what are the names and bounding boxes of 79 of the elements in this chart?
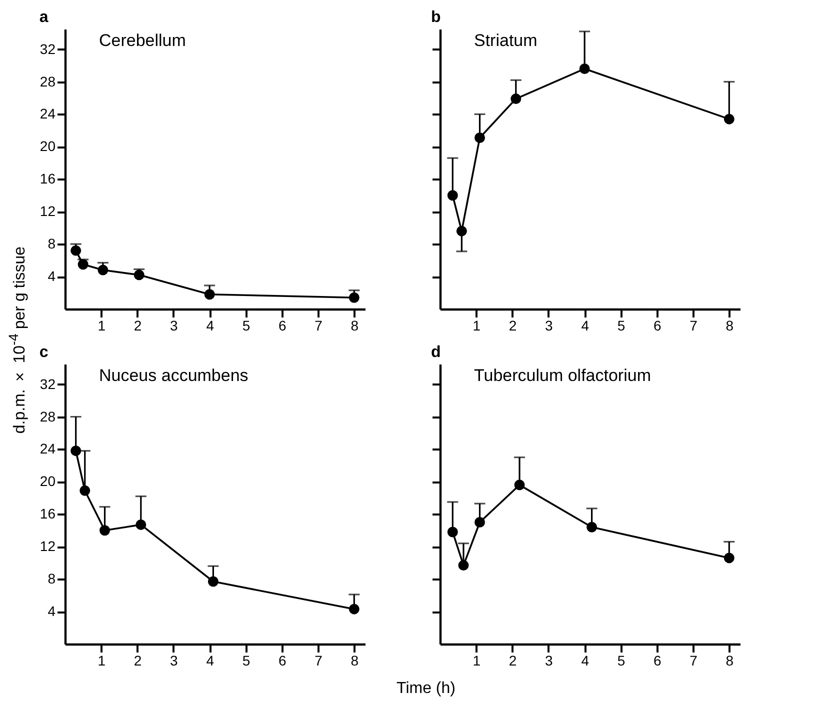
x-tick-label: 5 <box>242 652 250 668</box>
y-tick-label: 4 <box>48 268 56 284</box>
x-tick-label: 5 <box>617 318 626 334</box>
x-tick-label: 3 <box>545 652 554 668</box>
annotation: Striatum <box>474 31 538 50</box>
y-tick-label: 32 <box>40 376 56 392</box>
chart-title: b <box>431 9 441 26</box>
point <box>447 190 458 201</box>
x-tick-label: 8 <box>726 652 734 668</box>
chart-title: d <box>431 344 441 361</box>
x-tick-label: 1 <box>98 318 106 334</box>
x-tick-label: 1 <box>472 318 481 334</box>
x-tick-label: 4 <box>206 318 214 334</box>
x-tick-label: 3 <box>170 652 178 668</box>
y-tick-label: 12 <box>40 203 56 220</box>
y-tick-label: 20 <box>40 473 56 490</box>
point <box>458 560 469 571</box>
y-tick-label: 20 <box>40 138 56 154</box>
x-tick-label: 7 <box>314 318 323 334</box>
y-tick-label: 24 <box>40 440 56 457</box>
point <box>348 604 360 614</box>
y-tick-label: 28 <box>40 408 56 424</box>
x-tick-label: 5 <box>242 318 250 334</box>
x-tick-label: 3 <box>170 318 178 334</box>
x-tick-label: 2 <box>134 652 142 668</box>
point <box>724 552 734 564</box>
point <box>456 226 467 236</box>
x-tick-label: 8 <box>350 652 359 668</box>
point <box>724 114 734 124</box>
point <box>70 446 82 456</box>
point <box>134 270 144 280</box>
x-tick-label: 1 <box>98 652 106 668</box>
y-tick-label: 24 <box>40 106 56 122</box>
chart-title: c <box>39 344 48 361</box>
y-tick-label: 8 <box>48 570 56 587</box>
x-tick-label: 4 <box>581 318 590 334</box>
x-tick-label: 8 <box>726 318 734 334</box>
x-tick-label: 3 <box>545 318 554 334</box>
point <box>510 94 522 104</box>
x-tick-label: 6 <box>653 318 662 334</box>
x-tick-label: 8 <box>350 318 359 334</box>
point <box>586 522 598 532</box>
y-tick-label: 8 <box>48 236 56 252</box>
x-tick-label: 2 <box>508 318 517 334</box>
point <box>474 132 486 143</box>
x-tick-label: 6 <box>278 652 286 668</box>
x-tick-label: 6 <box>278 318 286 334</box>
chart-title: a <box>39 9 48 26</box>
x-tick-label: 7 <box>314 652 323 668</box>
annotation: Cerebellum <box>99 31 186 50</box>
y-tick-label: 32 <box>40 40 56 57</box>
x-tick-label: 2 <box>134 318 142 334</box>
y-tick-label: 16 <box>40 506 56 522</box>
x-tick-label: 1 <box>472 652 481 668</box>
point <box>474 517 486 528</box>
point <box>78 259 88 270</box>
y-tick-label: 16 <box>40 170 56 187</box>
x-tick-label: 2 <box>508 652 517 668</box>
point <box>208 576 218 587</box>
point <box>447 526 458 538</box>
point <box>204 289 215 300</box>
point <box>579 64 590 74</box>
x-axis-title: Time (h) <box>396 680 456 698</box>
point <box>98 264 108 276</box>
y-tick-label: 12 <box>40 538 56 554</box>
point <box>80 485 90 496</box>
x-tick-label: 4 <box>581 652 590 668</box>
x-tick-label: 5 <box>617 652 626 668</box>
point <box>100 525 110 536</box>
x-tick-label: 6 <box>653 652 662 668</box>
annotation: Nuceus accumbens <box>99 366 248 385</box>
point <box>514 480 525 490</box>
point <box>136 519 146 530</box>
x-tick-label: 7 <box>690 318 698 334</box>
y-tick-label: 4 <box>48 603 56 620</box>
y-tick-label: 28 <box>40 73 56 90</box>
x-tick-label: 7 <box>690 652 698 668</box>
annotation: Tuberculum olfactorium <box>474 366 651 385</box>
x-tick-label: 4 <box>206 652 214 668</box>
